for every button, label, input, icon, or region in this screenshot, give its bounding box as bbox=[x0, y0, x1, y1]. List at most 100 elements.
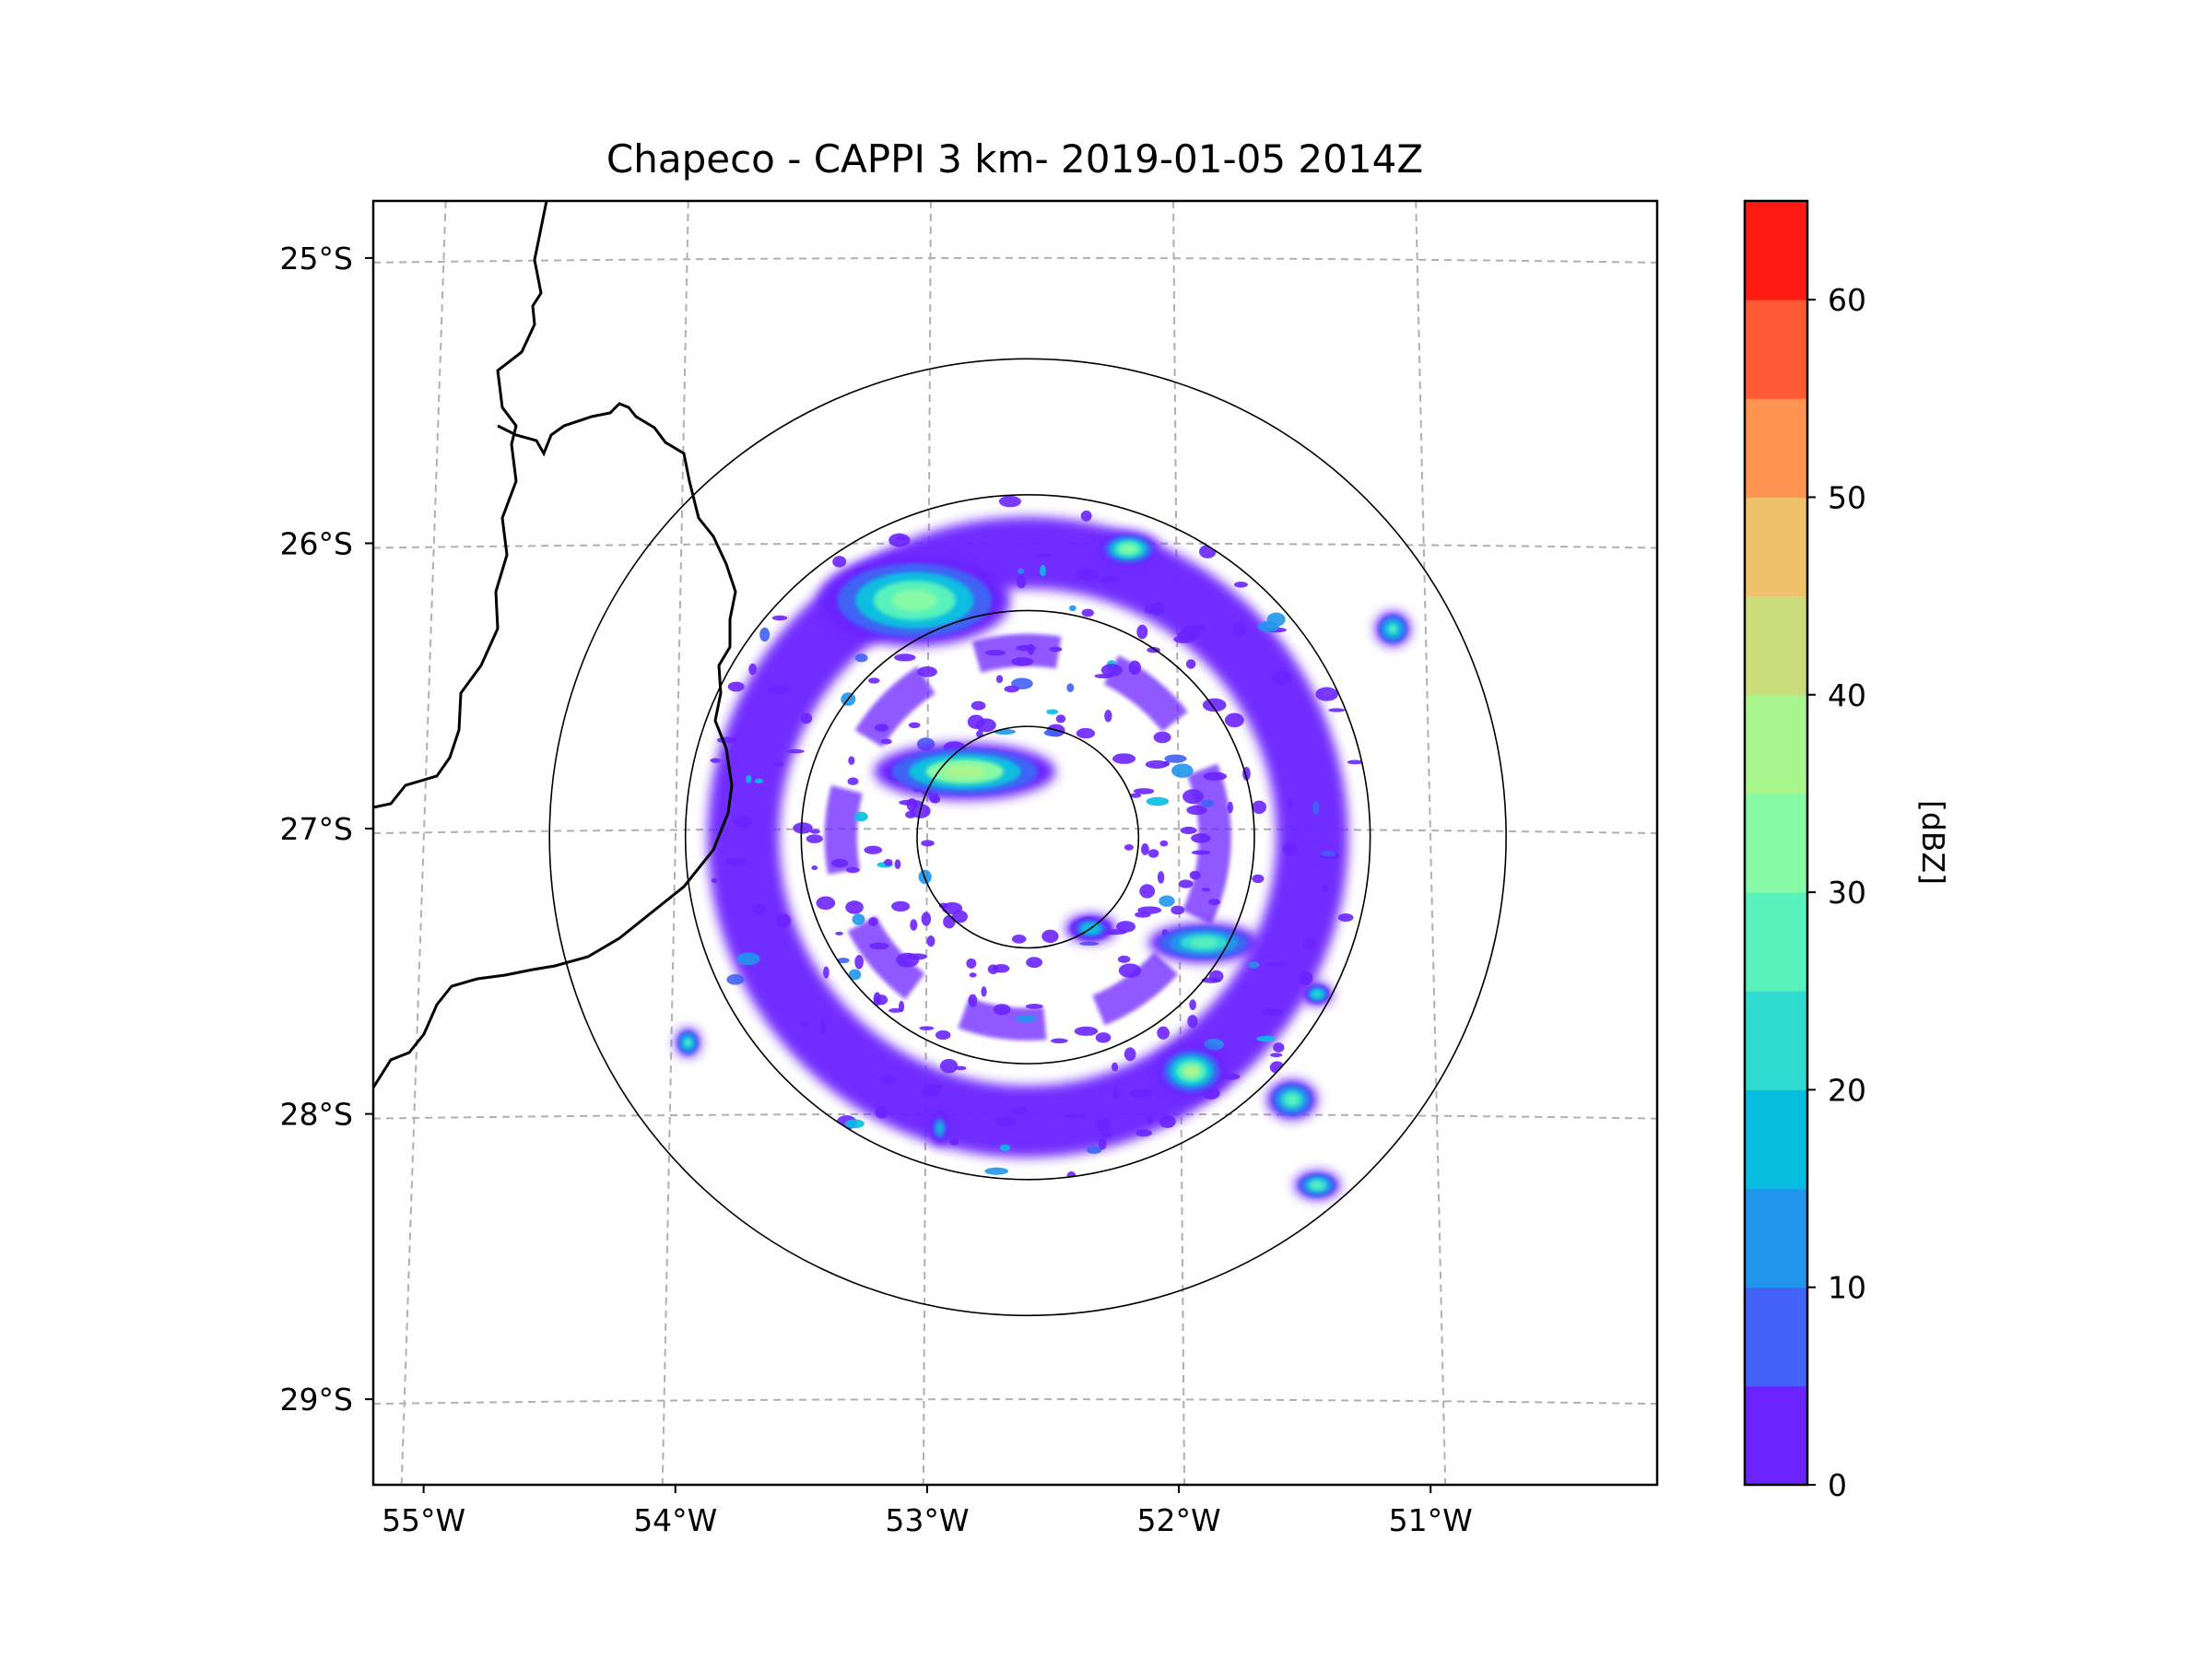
gridline-lat bbox=[373, 256, 1657, 264]
echo-speckle bbox=[811, 865, 818, 871]
echo-speckle bbox=[1189, 999, 1196, 1011]
echo-cell bbox=[1375, 611, 1411, 646]
colorbar-tick-label: 20 bbox=[1828, 1072, 1866, 1108]
echo-speckle bbox=[853, 811, 868, 822]
echo-speckle bbox=[1234, 582, 1248, 588]
colorbar-band bbox=[1745, 398, 1807, 498]
echo-speckle bbox=[1208, 970, 1224, 982]
echo-speckle bbox=[1116, 921, 1136, 933]
echo-speckle bbox=[994, 728, 1017, 735]
echo-speckle bbox=[1256, 1035, 1276, 1042]
echo-speckle bbox=[939, 1058, 959, 1074]
echo-cell bbox=[675, 1028, 701, 1057]
echo-speckle bbox=[806, 834, 823, 843]
echo-speckle bbox=[800, 1021, 810, 1028]
echo-speckle bbox=[888, 533, 911, 547]
echo-speckle bbox=[1273, 1042, 1285, 1053]
echo-cell bbox=[1301, 982, 1333, 1006]
echo-speckle bbox=[1146, 796, 1170, 806]
echo-speckle bbox=[736, 952, 760, 966]
echo-speckle bbox=[1157, 1026, 1170, 1040]
echo-speckle bbox=[1025, 1004, 1043, 1009]
echo-speckle bbox=[981, 986, 987, 997]
echo-speckle bbox=[1074, 1026, 1099, 1036]
echo-cell-level bbox=[936, 1124, 943, 1133]
echo-speckle bbox=[1124, 844, 1135, 851]
echo-speckle bbox=[968, 994, 978, 1007]
echo-speckle bbox=[993, 1004, 1011, 1016]
echo-speckle bbox=[1145, 759, 1169, 769]
echo-speckle bbox=[1050, 1038, 1068, 1044]
echo-speckle bbox=[917, 666, 937, 677]
echo-speckle bbox=[1118, 963, 1142, 978]
echo-speckle bbox=[786, 748, 805, 754]
echo-speckle bbox=[1171, 905, 1185, 915]
y-tick-label: 26°S bbox=[280, 525, 353, 561]
echo-speckle bbox=[967, 714, 985, 729]
echo-speckle bbox=[1095, 1117, 1112, 1132]
echo-speckle bbox=[837, 958, 850, 964]
colorbar-tick-label: 0 bbox=[1828, 1467, 1847, 1503]
echo-speckle bbox=[835, 931, 843, 935]
echo-speckle bbox=[1117, 955, 1131, 963]
echo-cell bbox=[929, 1111, 950, 1146]
range-rings bbox=[548, 358, 1507, 1317]
echo-cell-level bbox=[1121, 545, 1136, 554]
echo-disk bbox=[707, 495, 1364, 1180]
echo-speckle bbox=[1081, 608, 1094, 618]
echo-speckle bbox=[1135, 912, 1151, 918]
echo-speckle bbox=[1133, 788, 1155, 794]
echo-speckle bbox=[1227, 801, 1233, 814]
echo-speckle bbox=[1046, 709, 1059, 715]
echo-speckle bbox=[949, 1137, 959, 1146]
echo-speckle bbox=[1026, 957, 1042, 969]
echo-speckle bbox=[894, 859, 901, 870]
echo-speckle bbox=[966, 958, 977, 969]
echo-speckle bbox=[1124, 1047, 1136, 1062]
echo-speckle bbox=[810, 829, 820, 834]
echo-speckle bbox=[1159, 1114, 1176, 1128]
echo-speckle bbox=[1321, 851, 1336, 856]
echo-speckle bbox=[1041, 929, 1059, 944]
echo-cell-level bbox=[891, 589, 938, 612]
y-tick-label: 29°S bbox=[280, 1382, 353, 1418]
echo-speckle bbox=[847, 777, 859, 785]
echo-speckle bbox=[1185, 659, 1196, 669]
echo-speckle bbox=[854, 955, 864, 970]
echo-speckle bbox=[816, 896, 836, 911]
range-ring bbox=[916, 725, 1140, 949]
echo-speckle bbox=[741, 821, 748, 830]
echo-speckle bbox=[1066, 683, 1075, 693]
echo-speckle bbox=[1112, 1087, 1121, 1100]
echo-speckle bbox=[1312, 800, 1320, 816]
y-axis-ticks: 25°S 26°S 27°S 28°S 29°S bbox=[280, 241, 373, 1418]
echo-speckle bbox=[891, 900, 911, 912]
echo-speckle bbox=[994, 1116, 1017, 1128]
echo-speckle bbox=[881, 738, 892, 745]
colorbar-band bbox=[1745, 991, 1807, 1090]
echo-speckle bbox=[995, 675, 1004, 684]
echo-speckle bbox=[819, 1019, 827, 1034]
echo-cell bbox=[1156, 1045, 1227, 1098]
echo-speckle bbox=[1187, 1015, 1198, 1029]
chart-title: Chapeco - CAPPI 3 km- 2019-01-05 2014Z bbox=[606, 136, 1423, 182]
colorbar-band bbox=[1745, 300, 1807, 399]
echo-speckle bbox=[1010, 1106, 1029, 1115]
echo-speckle bbox=[1068, 605, 1077, 612]
x-tick-label: 54°W bbox=[633, 1502, 717, 1538]
echo-speckle bbox=[1270, 1053, 1283, 1058]
echo-speckle bbox=[752, 903, 767, 915]
y-tick-label: 28°S bbox=[280, 1097, 353, 1133]
echo-speckle bbox=[1201, 799, 1215, 807]
echo-speckle bbox=[919, 1026, 935, 1030]
colorbar-tick-label: 60 bbox=[1828, 282, 1866, 318]
echo-speckle bbox=[875, 1105, 888, 1119]
echo-speckle bbox=[1203, 771, 1228, 782]
echo-speckle bbox=[771, 615, 788, 621]
echo-speckle bbox=[951, 910, 968, 924]
echo-speckle bbox=[1075, 569, 1100, 582]
echo-speckle bbox=[1159, 840, 1169, 847]
echo-speckle bbox=[869, 942, 889, 950]
colorbar-band bbox=[1745, 1385, 1807, 1486]
echo-speckle bbox=[868, 917, 878, 926]
